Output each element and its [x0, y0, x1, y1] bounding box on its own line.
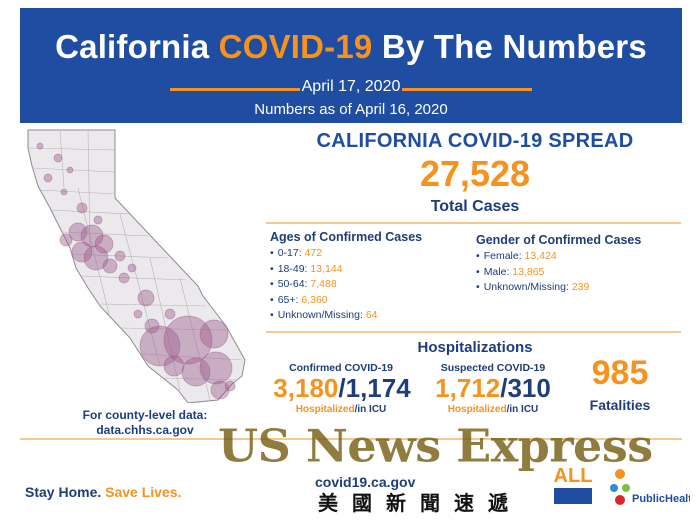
report-date: April 17, 2020	[301, 78, 401, 95]
map-bubble	[164, 308, 176, 320]
map-bubble	[53, 153, 63, 163]
map-bubble	[83, 245, 109, 271]
date-divider-left	[170, 88, 300, 91]
spread-title: CALIFORNIA COVID-19 SPREAD	[316, 130, 634, 152]
map-bubble	[137, 289, 155, 307]
data-as-of: Numbers as of April 16, 2020	[254, 101, 448, 118]
map-bubble	[68, 222, 88, 242]
list-item: 50-64: 7,488	[270, 278, 378, 294]
case-bubbles	[36, 142, 236, 400]
map-bubble	[163, 355, 185, 377]
stay-home-slogan: Stay Home. Save Lives.	[25, 484, 182, 500]
watermark-chinese: 美國新聞速遞	[318, 493, 522, 515]
fatalities-label: Fatalities	[589, 397, 651, 413]
map-bubble	[199, 351, 233, 385]
confirmed-label: Hospitalized/in ICU	[295, 404, 387, 415]
list-item: Male: 13,865	[476, 266, 589, 282]
map-bubble	[199, 319, 229, 349]
suspected-values: 1,712/310	[435, 373, 551, 403]
map-bubble	[76, 202, 88, 214]
gender-list: Female: 13,424 Male: 13,865 Unknown/Miss…	[476, 250, 590, 297]
map-bubble	[60, 188, 68, 196]
hospitalizations-title: Hospitalizations	[417, 339, 533, 356]
section-divider	[266, 222, 681, 224]
suspected-heading: Suspected COVID-19	[440, 362, 546, 374]
confirmed-heading: Confirmed COVID-19	[289, 362, 393, 374]
header-banner: California COVID-19 By The Numbers April…	[20, 8, 682, 123]
california-all-logo: ALL	[548, 452, 598, 510]
public-health-logo: PublicHealth	[610, 469, 690, 505]
map-bubble	[93, 215, 103, 225]
california-outline	[27, 129, 246, 403]
gender-heading: Gender of Confirmed Cases	[476, 233, 642, 247]
list-item: 65+: 6,360	[270, 294, 378, 310]
confirmed-values: 3,180/1,174	[273, 373, 411, 403]
county-borders	[27, 129, 243, 401]
map-bubble	[59, 233, 73, 247]
map-bubble	[36, 142, 44, 150]
list-item: Female: 13,424	[476, 250, 589, 266]
fatalities-value: 985	[591, 354, 649, 392]
map-bubble	[163, 315, 213, 365]
svg-text:ALL: ALL	[554, 465, 593, 487]
watermark-english: US News Express	[218, 419, 653, 473]
map-bubble	[127, 263, 137, 273]
date-divider-right	[402, 88, 532, 91]
california-map	[27, 129, 246, 403]
map-bubble	[118, 272, 130, 284]
map-bubble	[133, 309, 143, 319]
map-bubble	[66, 166, 74, 174]
map-bubble	[94, 234, 114, 254]
map-bubble	[114, 250, 126, 262]
map-bubble	[224, 380, 236, 392]
ages-heading: Ages of Confirmed Cases	[270, 230, 423, 244]
county-data-link[interactable]: For county-level data: data.chhs.ca.gov	[82, 408, 208, 437]
website-link[interactable]: covid19.ca.gov	[315, 474, 416, 490]
list-item: 18-49: 13,144	[270, 263, 378, 279]
page-title: California COVID-19 By The Numbers	[55, 28, 647, 65]
total-cases-label: Total Cases	[430, 198, 520, 215]
footer-divider	[20, 438, 682, 440]
list-item: 0-17: 472	[270, 247, 378, 263]
map-bubble	[71, 241, 93, 263]
map-bubble	[210, 380, 230, 400]
map-bubble	[102, 258, 118, 274]
ages-list: 0-17: 472 18-49: 13,144 50-64: 7,488 65+…	[270, 247, 378, 325]
map-bubble	[43, 173, 53, 183]
list-item: Unknown/Missing: 239	[476, 281, 590, 297]
list-item: Unknown/Missing: 64	[270, 309, 378, 325]
total-cases-value: 27,528	[419, 153, 531, 194]
public-health-text: PublicHealth	[632, 493, 690, 505]
section-divider	[266, 331, 681, 333]
suspected-label: Hospitalized/in ICU	[447, 404, 539, 415]
